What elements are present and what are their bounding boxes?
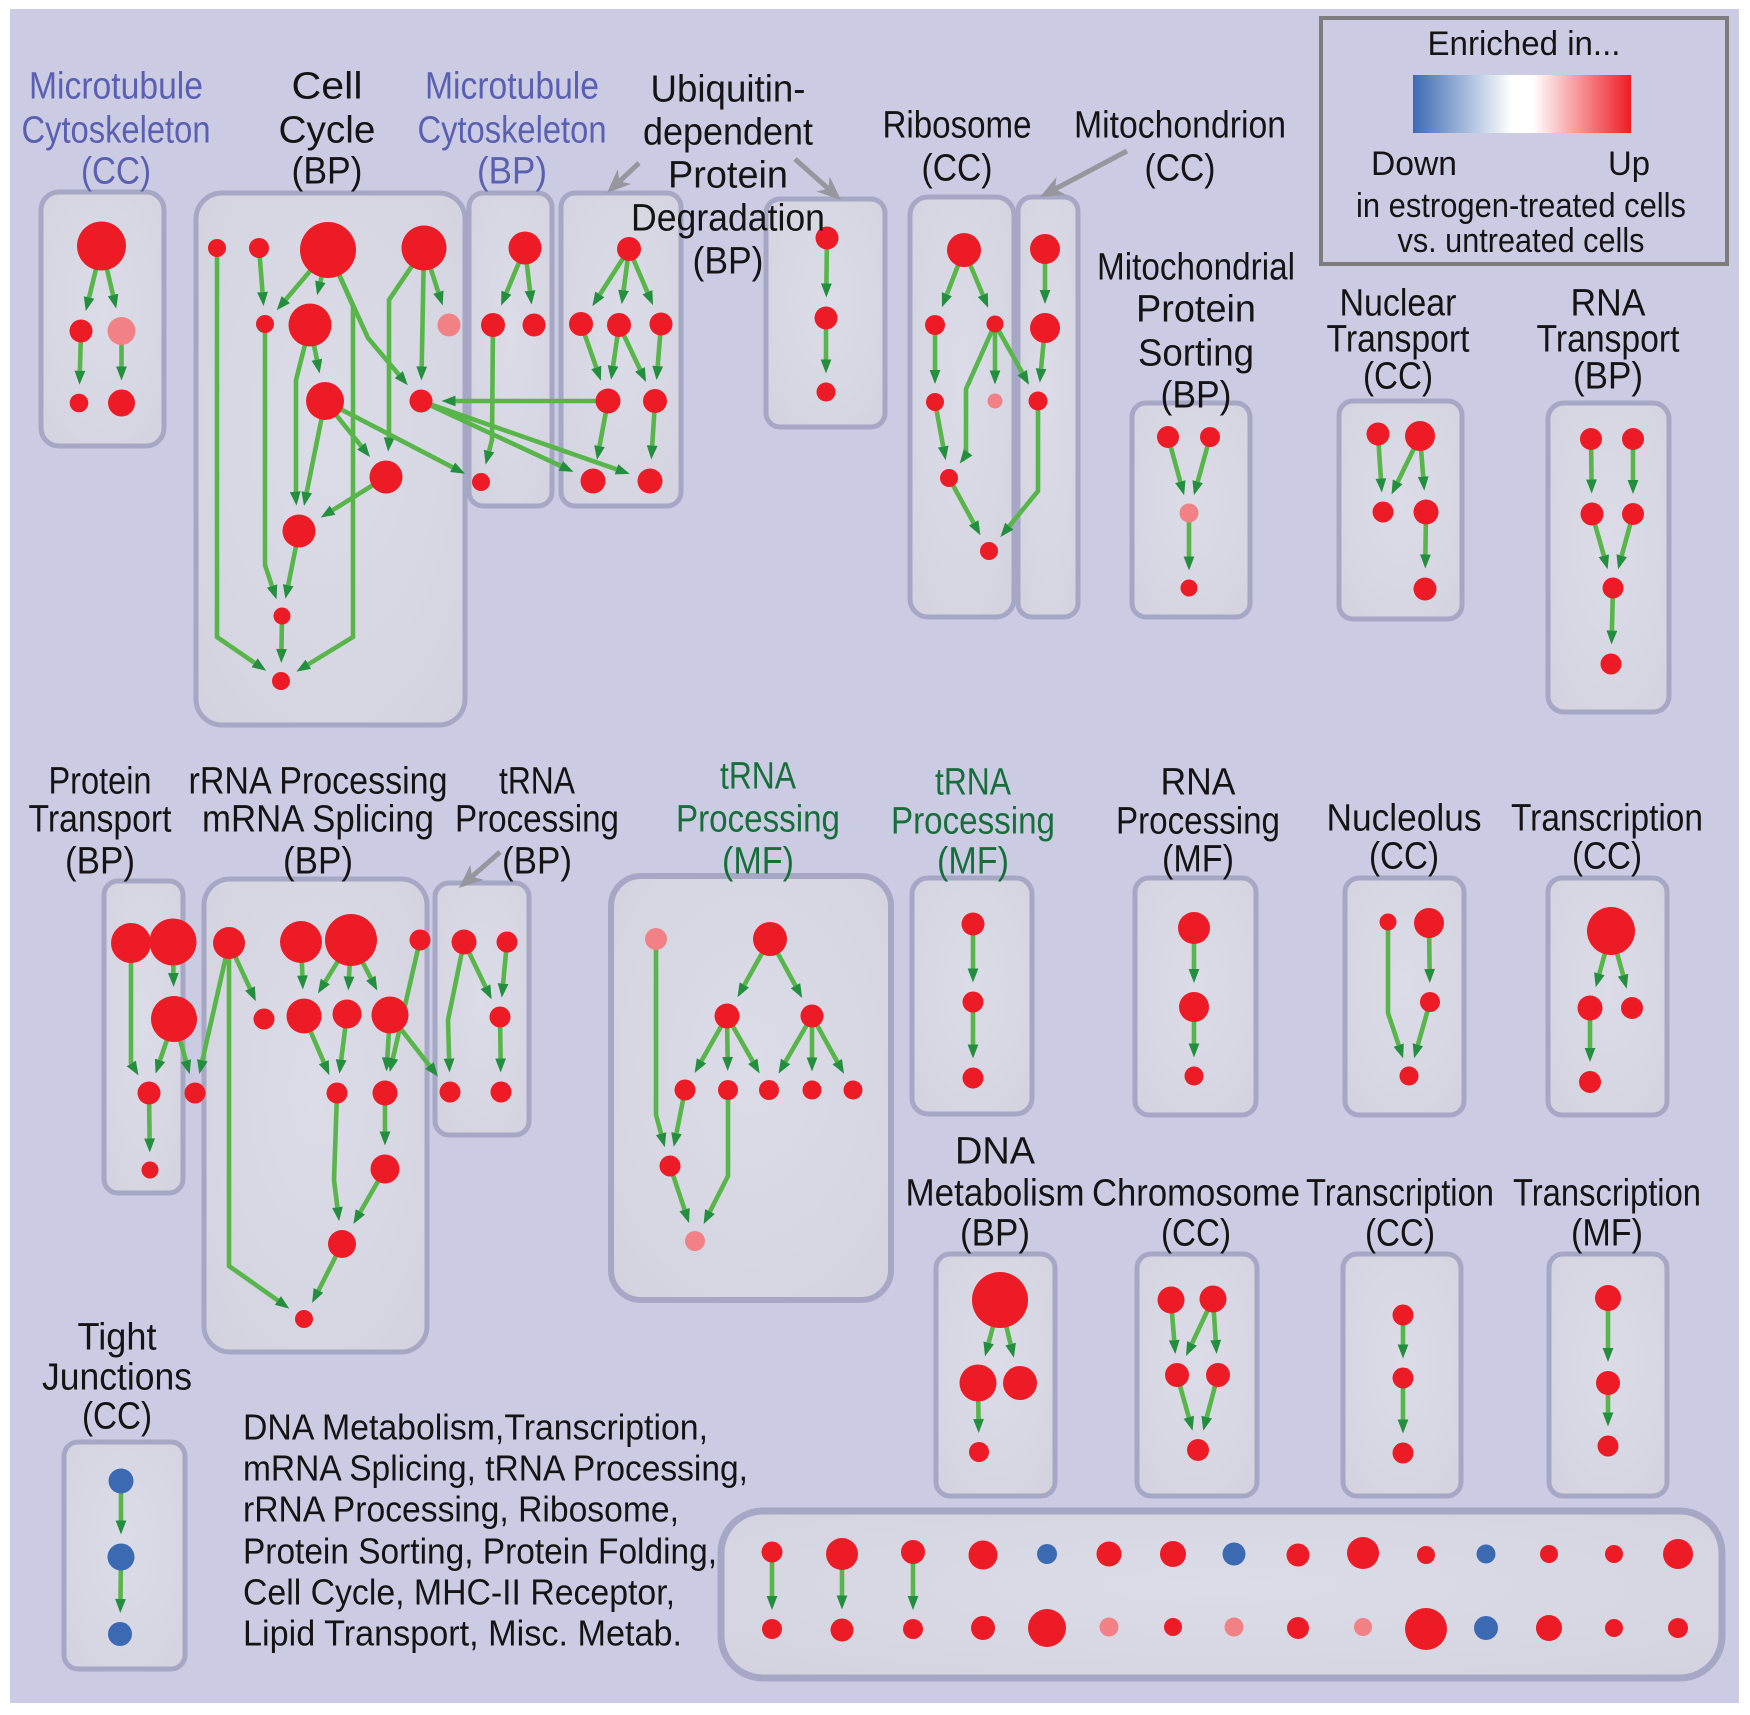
svg-text:(CC): (CC) [82, 1395, 152, 1437]
svg-text:Transcription: Transcription [1511, 797, 1703, 839]
svg-text:Tight: Tight [78, 1316, 157, 1358]
svg-text:Processing: Processing [1116, 800, 1280, 842]
svg-text:RNA: RNA [1161, 761, 1237, 803]
svg-text:tRNA: tRNA [720, 755, 797, 797]
svg-text:(BP): (BP) [477, 150, 547, 192]
svg-text:Protein: Protein [1136, 288, 1256, 330]
svg-text:Degradation: Degradation [631, 197, 825, 239]
svg-text:Mitochondrial: Mitochondrial [1097, 246, 1295, 288]
svg-text:(BP): (BP) [960, 1212, 1030, 1254]
svg-text:Transport: Transport [1327, 318, 1470, 360]
svg-text:(MF): (MF) [1162, 838, 1234, 880]
svg-text:(MF): (MF) [722, 840, 794, 882]
svg-text:(CC): (CC) [1572, 835, 1642, 877]
svg-text:Cell Cycle, MHC-II Receptor,: Cell Cycle, MHC-II Receptor, [243, 1572, 675, 1613]
svg-text:Chromosome: Chromosome [1092, 1172, 1300, 1214]
svg-text:Transport: Transport [1537, 318, 1680, 360]
svg-text:Cytoskeleton: Cytoskeleton [22, 109, 211, 151]
svg-text:(CC): (CC) [922, 147, 993, 189]
svg-text:Protein Sorting, Protein Foldi: Protein Sorting, Protein Folding, [243, 1531, 717, 1572]
svg-text:in estrogen-treated cells: in estrogen-treated cells [1356, 187, 1686, 225]
svg-text:Ribosome: Ribosome [883, 104, 1032, 146]
svg-text:(BP): (BP) [1573, 355, 1643, 397]
svg-text:(CC): (CC) [81, 150, 151, 192]
svg-text:(CC): (CC) [1365, 1212, 1435, 1254]
svg-text:Processing: Processing [676, 798, 840, 840]
svg-text:Processing: Processing [455, 798, 619, 840]
svg-text:Cycle: Cycle [279, 109, 376, 151]
svg-text:vs. untreated cells: vs. untreated cells [1398, 222, 1645, 260]
svg-text:RNA: RNA [1571, 282, 1647, 324]
svg-text:Enriched in...: Enriched in... [1428, 25, 1621, 63]
svg-text:Microtubule: Microtubule [29, 65, 203, 107]
svg-text:Transcription: Transcription [1306, 1172, 1494, 1214]
svg-text:(CC): (CC) [1161, 1212, 1231, 1254]
svg-text:(BP): (BP) [1161, 374, 1232, 416]
svg-text:(MF): (MF) [1571, 1212, 1643, 1254]
svg-text:Transcription: Transcription [1513, 1172, 1701, 1214]
svg-text:Microtubule: Microtubule [425, 65, 599, 107]
svg-text:(BP): (BP) [292, 150, 363, 192]
svg-text:Protein: Protein [49, 760, 152, 802]
svg-text:Cell: Cell [292, 65, 363, 107]
svg-text:Mitochondrion: Mitochondrion [1074, 104, 1286, 146]
svg-text:(CC): (CC) [1369, 835, 1439, 877]
svg-text:(MF): (MF) [937, 840, 1009, 882]
svg-text:DNA: DNA [955, 1130, 1036, 1172]
svg-text:DNA Metabolism,Transcription,: DNA Metabolism,Transcription, [243, 1407, 708, 1448]
svg-text:(BP): (BP) [693, 240, 764, 282]
svg-text:dependent: dependent [643, 111, 813, 153]
svg-text:(CC): (CC) [1363, 355, 1433, 397]
svg-text:Sorting: Sorting [1138, 332, 1254, 374]
svg-text:(CC): (CC) [1145, 147, 1216, 189]
svg-text:Transport: Transport [29, 798, 172, 840]
svg-text:tRNA: tRNA [499, 760, 576, 802]
svg-text:Cytoskeleton: Cytoskeleton [418, 109, 607, 151]
svg-text:rRNA Processing, Ribosome,: rRNA Processing, Ribosome, [243, 1489, 679, 1530]
svg-text:Nucleolus: Nucleolus [1327, 797, 1482, 839]
svg-text:Processing: Processing [891, 800, 1055, 842]
svg-text:Ubiquitin-: Ubiquitin- [651, 68, 806, 110]
svg-text:Up: Up [1608, 145, 1650, 183]
svg-text:tRNA: tRNA [935, 761, 1012, 803]
svg-text:Junctions: Junctions [42, 1356, 192, 1398]
svg-text:(BP): (BP) [283, 840, 353, 882]
svg-text:(BP): (BP) [502, 840, 572, 882]
svg-text:Protein: Protein [668, 154, 788, 196]
svg-text:rRNA Processing: rRNA Processing [189, 760, 448, 802]
svg-text:Nuclear: Nuclear [1340, 282, 1457, 324]
svg-text:Metabolism: Metabolism [906, 1172, 1085, 1214]
svg-text:Lipid Transport, Misc. Metab.: Lipid Transport, Misc. Metab. [243, 1613, 682, 1654]
svg-text:mRNA Splicing, tRNA Processing: mRNA Splicing, tRNA Processing, [243, 1448, 748, 1489]
svg-text:mRNA Splicing: mRNA Splicing [202, 798, 434, 840]
svg-text:Down: Down [1371, 145, 1457, 183]
svg-text:(BP): (BP) [65, 840, 135, 882]
